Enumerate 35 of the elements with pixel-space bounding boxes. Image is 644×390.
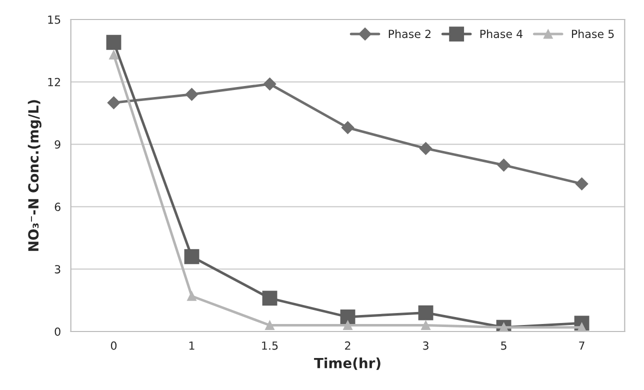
point — [265, 320, 274, 330]
point — [421, 320, 430, 330]
point — [262, 290, 278, 306]
legend-label: Phase 2 — [388, 30, 430, 38]
y-tick-label: 9 — [54, 140, 60, 149]
point — [418, 305, 434, 320]
y-tick-label: 6 — [54, 202, 60, 212]
point — [187, 291, 196, 301]
x-tick-label: 0 — [110, 341, 117, 350]
x-tick-label: 3 — [423, 341, 428, 350]
y-tick-label: 12 — [48, 78, 60, 86]
point — [185, 88, 198, 101]
point — [575, 177, 588, 190]
point — [419, 142, 432, 155]
point — [109, 50, 118, 60]
point — [263, 78, 276, 90]
y-tick-label: 15 — [48, 16, 60, 24]
y-tick-label: 0 — [54, 327, 60, 336]
point — [343, 320, 352, 330]
y-axis-title: NO₃⁻-N Conc.(mg/L) — [28, 100, 42, 251]
x-tick-label: 2 — [345, 341, 350, 350]
point — [107, 96, 120, 110]
legend-label: Phase 5 — [572, 30, 614, 38]
point — [341, 121, 354, 134]
point — [106, 34, 122, 50]
x-tick-label: 7 — [579, 342, 584, 350]
legend-label: Phase 4 — [480, 30, 523, 38]
x-tick-label: 1.5 — [262, 342, 278, 350]
point — [340, 309, 356, 324]
x-axis-title: Time(hr) — [314, 358, 380, 370]
point — [497, 158, 510, 172]
x-tick-label: 1 — [189, 342, 194, 350]
y-tick-label: 3 — [54, 265, 60, 274]
point — [184, 249, 200, 264]
x-tick-label: 5 — [501, 342, 506, 350]
